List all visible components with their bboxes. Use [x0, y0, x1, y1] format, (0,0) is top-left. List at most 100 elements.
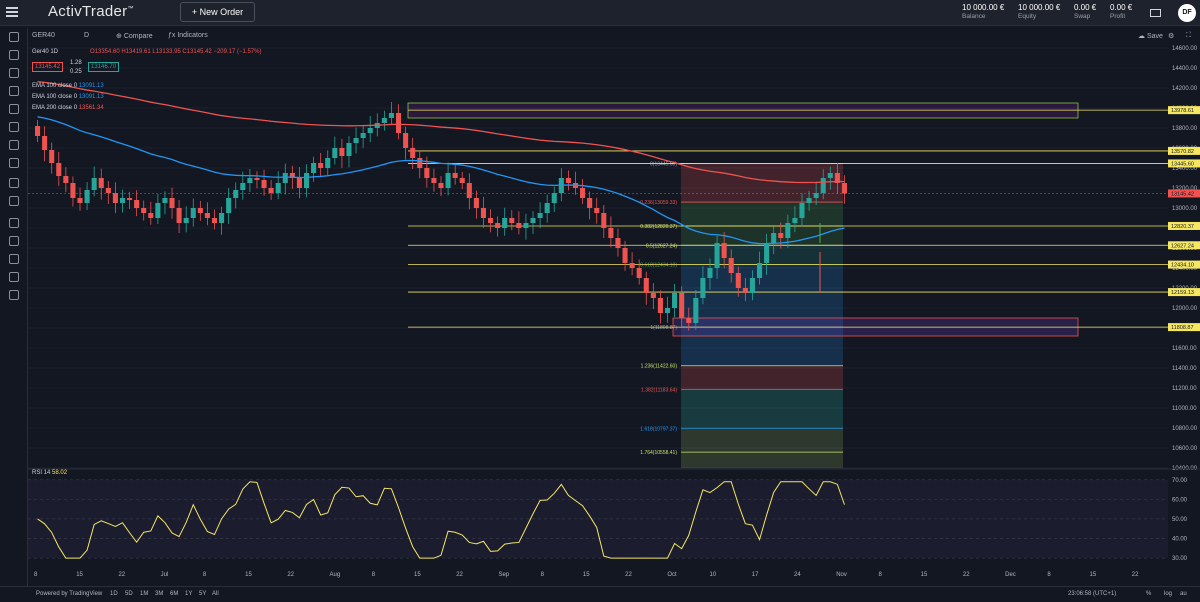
range-1d[interactable]: 1D	[110, 591, 118, 597]
price-level-label: 12820.37	[1171, 224, 1194, 230]
candle-body	[806, 198, 812, 203]
fib-label: 0.382(12820.37)	[640, 224, 677, 230]
projection-icon[interactable]	[9, 140, 19, 150]
interval-selector[interactable]: D	[84, 32, 90, 39]
brush-icon[interactable]	[9, 86, 19, 96]
zoom-icon[interactable]	[9, 196, 19, 206]
candle-body	[296, 178, 302, 188]
price-level-tag	[1168, 159, 1200, 168]
candle-body	[735, 273, 741, 288]
percent-toggle[interactable]: %	[1146, 591, 1152, 597]
fib-label: 0.236(13059.33)	[640, 200, 677, 206]
auto-toggle[interactable]: au	[1180, 591, 1187, 597]
candle-body	[544, 203, 550, 213]
price-axis-label: 14600.00	[1172, 46, 1198, 52]
fib-tool-icon[interactable]	[9, 68, 19, 78]
range-1m[interactable]: 1M	[140, 591, 149, 597]
rsi-axis-label: 70.00	[1172, 478, 1188, 484]
app-logo: ActivTrader™	[48, 3, 134, 20]
range-3m[interactable]: 3M	[155, 591, 164, 597]
fullscreen-icon[interactable]: ⛶	[1186, 32, 1191, 39]
candle-body	[502, 218, 508, 228]
visibility-icon[interactable]	[9, 272, 19, 282]
pattern-icon[interactable]	[9, 122, 19, 132]
range-5y[interactable]: 5Y	[199, 591, 207, 597]
candle-body	[551, 193, 557, 203]
candle-body	[105, 188, 111, 193]
candle-body	[219, 213, 225, 223]
candle-body	[303, 173, 310, 188]
candle-body	[84, 190, 90, 203]
candle-body	[254, 178, 260, 180]
mail-icon[interactable]	[1150, 9, 1161, 17]
drawing-toolbar	[0, 28, 28, 588]
trash-icon[interactable]	[9, 290, 19, 300]
candle-body	[636, 268, 642, 278]
date-axis-label: Sep	[498, 572, 509, 578]
candle-body	[714, 243, 720, 268]
powered-by: Powered by TradingView	[36, 591, 103, 597]
range-6m[interactable]: 6M	[170, 591, 179, 597]
globe-icon[interactable]	[9, 158, 19, 168]
save-button[interactable]: ☁ Save	[1138, 33, 1163, 40]
candle-body	[827, 173, 833, 178]
price-chart[interactable]: 14600.0014400.0014200.0014000.0013800.00…	[28, 44, 1200, 584]
crosshair-icon[interactable]	[9, 32, 19, 42]
candle-body	[42, 136, 48, 150]
date-axis-label: 15	[1090, 572, 1097, 578]
candle-body	[325, 158, 331, 168]
candle-body	[565, 178, 571, 183]
price-axis-label: 11000.00	[1172, 406, 1197, 412]
candle-body	[580, 188, 586, 198]
rsi-axis-label: 60.00	[1172, 497, 1188, 503]
avatar[interactable]: DF	[1178, 4, 1196, 22]
new-order-button[interactable]: + New Order	[180, 2, 255, 22]
settings-icon[interactable]: ⚙	[1168, 33, 1175, 40]
chart-toolbar: GER40 D ⊕ Compare ƒx Indicators ☁ Save ⚙…	[28, 28, 1200, 44]
date-axis-label: 10	[710, 572, 717, 578]
candle-body	[395, 113, 402, 133]
range-5d[interactable]: 5D	[125, 591, 133, 597]
date-axis-label: 8	[541, 572, 545, 578]
candle-body	[459, 178, 465, 183]
candle-body	[764, 243, 770, 263]
price-level-tag	[1168, 221, 1200, 230]
trendline-icon[interactable]	[9, 50, 19, 60]
ruler-icon[interactable]	[9, 178, 19, 188]
hamburger-menu-icon[interactable]	[6, 7, 18, 17]
candle-body	[466, 183, 472, 198]
date-axis-label: 8	[372, 572, 376, 578]
text-tool-icon[interactable]	[9, 104, 19, 114]
magnet-icon[interactable]	[9, 218, 19, 228]
date-axis-label: 22	[287, 572, 294, 578]
candle-body	[381, 118, 387, 123]
candle-body	[594, 208, 600, 213]
candle-body	[134, 200, 140, 208]
candle-body	[629, 263, 635, 268]
candle-body	[226, 198, 232, 213]
price-level-label: 13145.42	[1171, 191, 1194, 197]
buy-price[interactable]: 13146.70	[88, 62, 120, 72]
fib-label: 0.5(12627.24)	[646, 243, 677, 249]
indicators-button[interactable]: ƒx Indicators	[168, 32, 208, 39]
compare-button[interactable]: ⊕ Compare	[116, 33, 153, 40]
date-axis-label: 17	[752, 572, 759, 578]
lock-icon[interactable]	[9, 254, 19, 264]
candle-body	[176, 208, 182, 223]
candle-body	[56, 163, 62, 176]
candle-body	[841, 183, 847, 194]
price-axis-label: 13200.00	[1172, 186, 1198, 192]
price-level-label: 12627.24	[1171, 243, 1194, 249]
range-all[interactable]: All	[212, 591, 219, 597]
log-toggle[interactable]: log	[1164, 591, 1173, 597]
range-1y[interactable]: 1Y	[185, 591, 193, 597]
candle-body	[183, 218, 189, 223]
price-axis-label: 10600.00	[1172, 446, 1198, 452]
candle-body	[332, 148, 338, 158]
symbol-search[interactable]: GER40	[32, 32, 55, 39]
sell-price[interactable]: 13145.42	[32, 62, 64, 72]
lock-drawing-icon[interactable]	[9, 236, 19, 246]
candle-body	[679, 293, 685, 318]
price-level-tag	[1168, 288, 1200, 297]
candle-body	[650, 293, 656, 298]
